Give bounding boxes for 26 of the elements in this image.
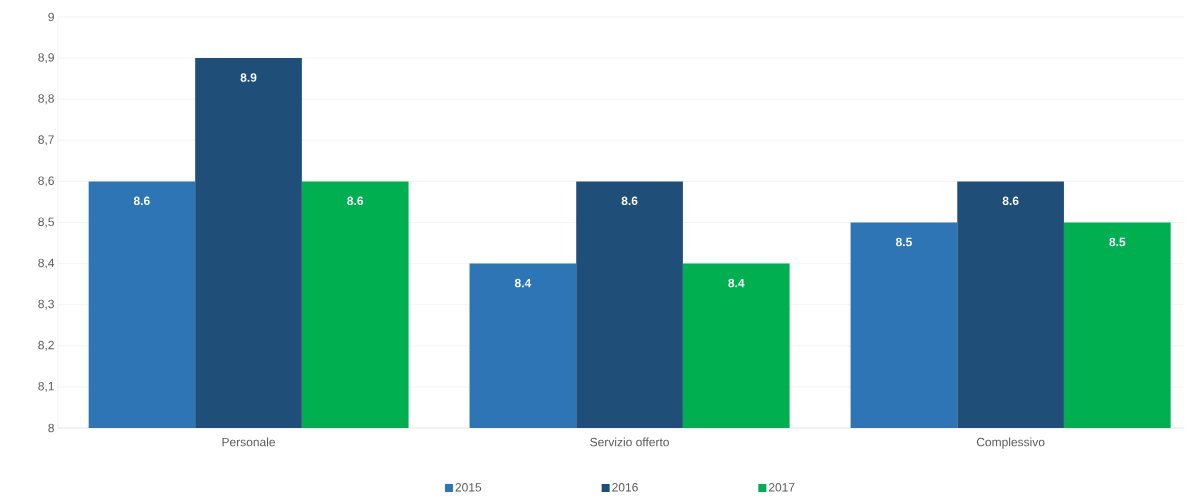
data-label: 8.6 bbox=[133, 196, 150, 206]
legend-label: 2015 bbox=[455, 483, 482, 492]
data-label: 8.6 bbox=[621, 196, 638, 206]
data-label: 8.6 bbox=[1002, 196, 1019, 206]
y-tick-label: 8,3 bbox=[38, 299, 54, 310]
y-tick-label: 8,9 bbox=[38, 53, 54, 64]
data-label: 8.5 bbox=[1109, 237, 1126, 247]
data-label: 8.6 bbox=[347, 196, 364, 206]
y-tick-label: 8,4 bbox=[38, 258, 55, 269]
y-tick-label: 8,2 bbox=[38, 340, 54, 351]
y-tick-label: 9 bbox=[48, 12, 54, 22]
y-tick-label: 8,5 bbox=[38, 217, 54, 228]
x-tick-label: Servizio offerto bbox=[590, 437, 669, 447]
data-label: 8.5 bbox=[895, 237, 912, 247]
data-label: 8.4 bbox=[728, 278, 745, 288]
y-tick-label: 8,7 bbox=[38, 135, 54, 146]
data-label: 8.4 bbox=[514, 278, 532, 288]
y-tick-label: 8,8 bbox=[38, 94, 54, 105]
x-tick-label: Complessivo bbox=[976, 437, 1045, 449]
legend-label: 2017 bbox=[768, 483, 795, 492]
y-tick-label: 8,6 bbox=[38, 176, 54, 187]
y-tick-label: 8 bbox=[48, 423, 54, 433]
y-tick-label: 8,1 bbox=[38, 381, 54, 392]
data-label: 8.9 bbox=[240, 73, 257, 82]
legend-label: 2016 bbox=[612, 483, 638, 492]
x-tick-label: Personale bbox=[222, 437, 275, 447]
